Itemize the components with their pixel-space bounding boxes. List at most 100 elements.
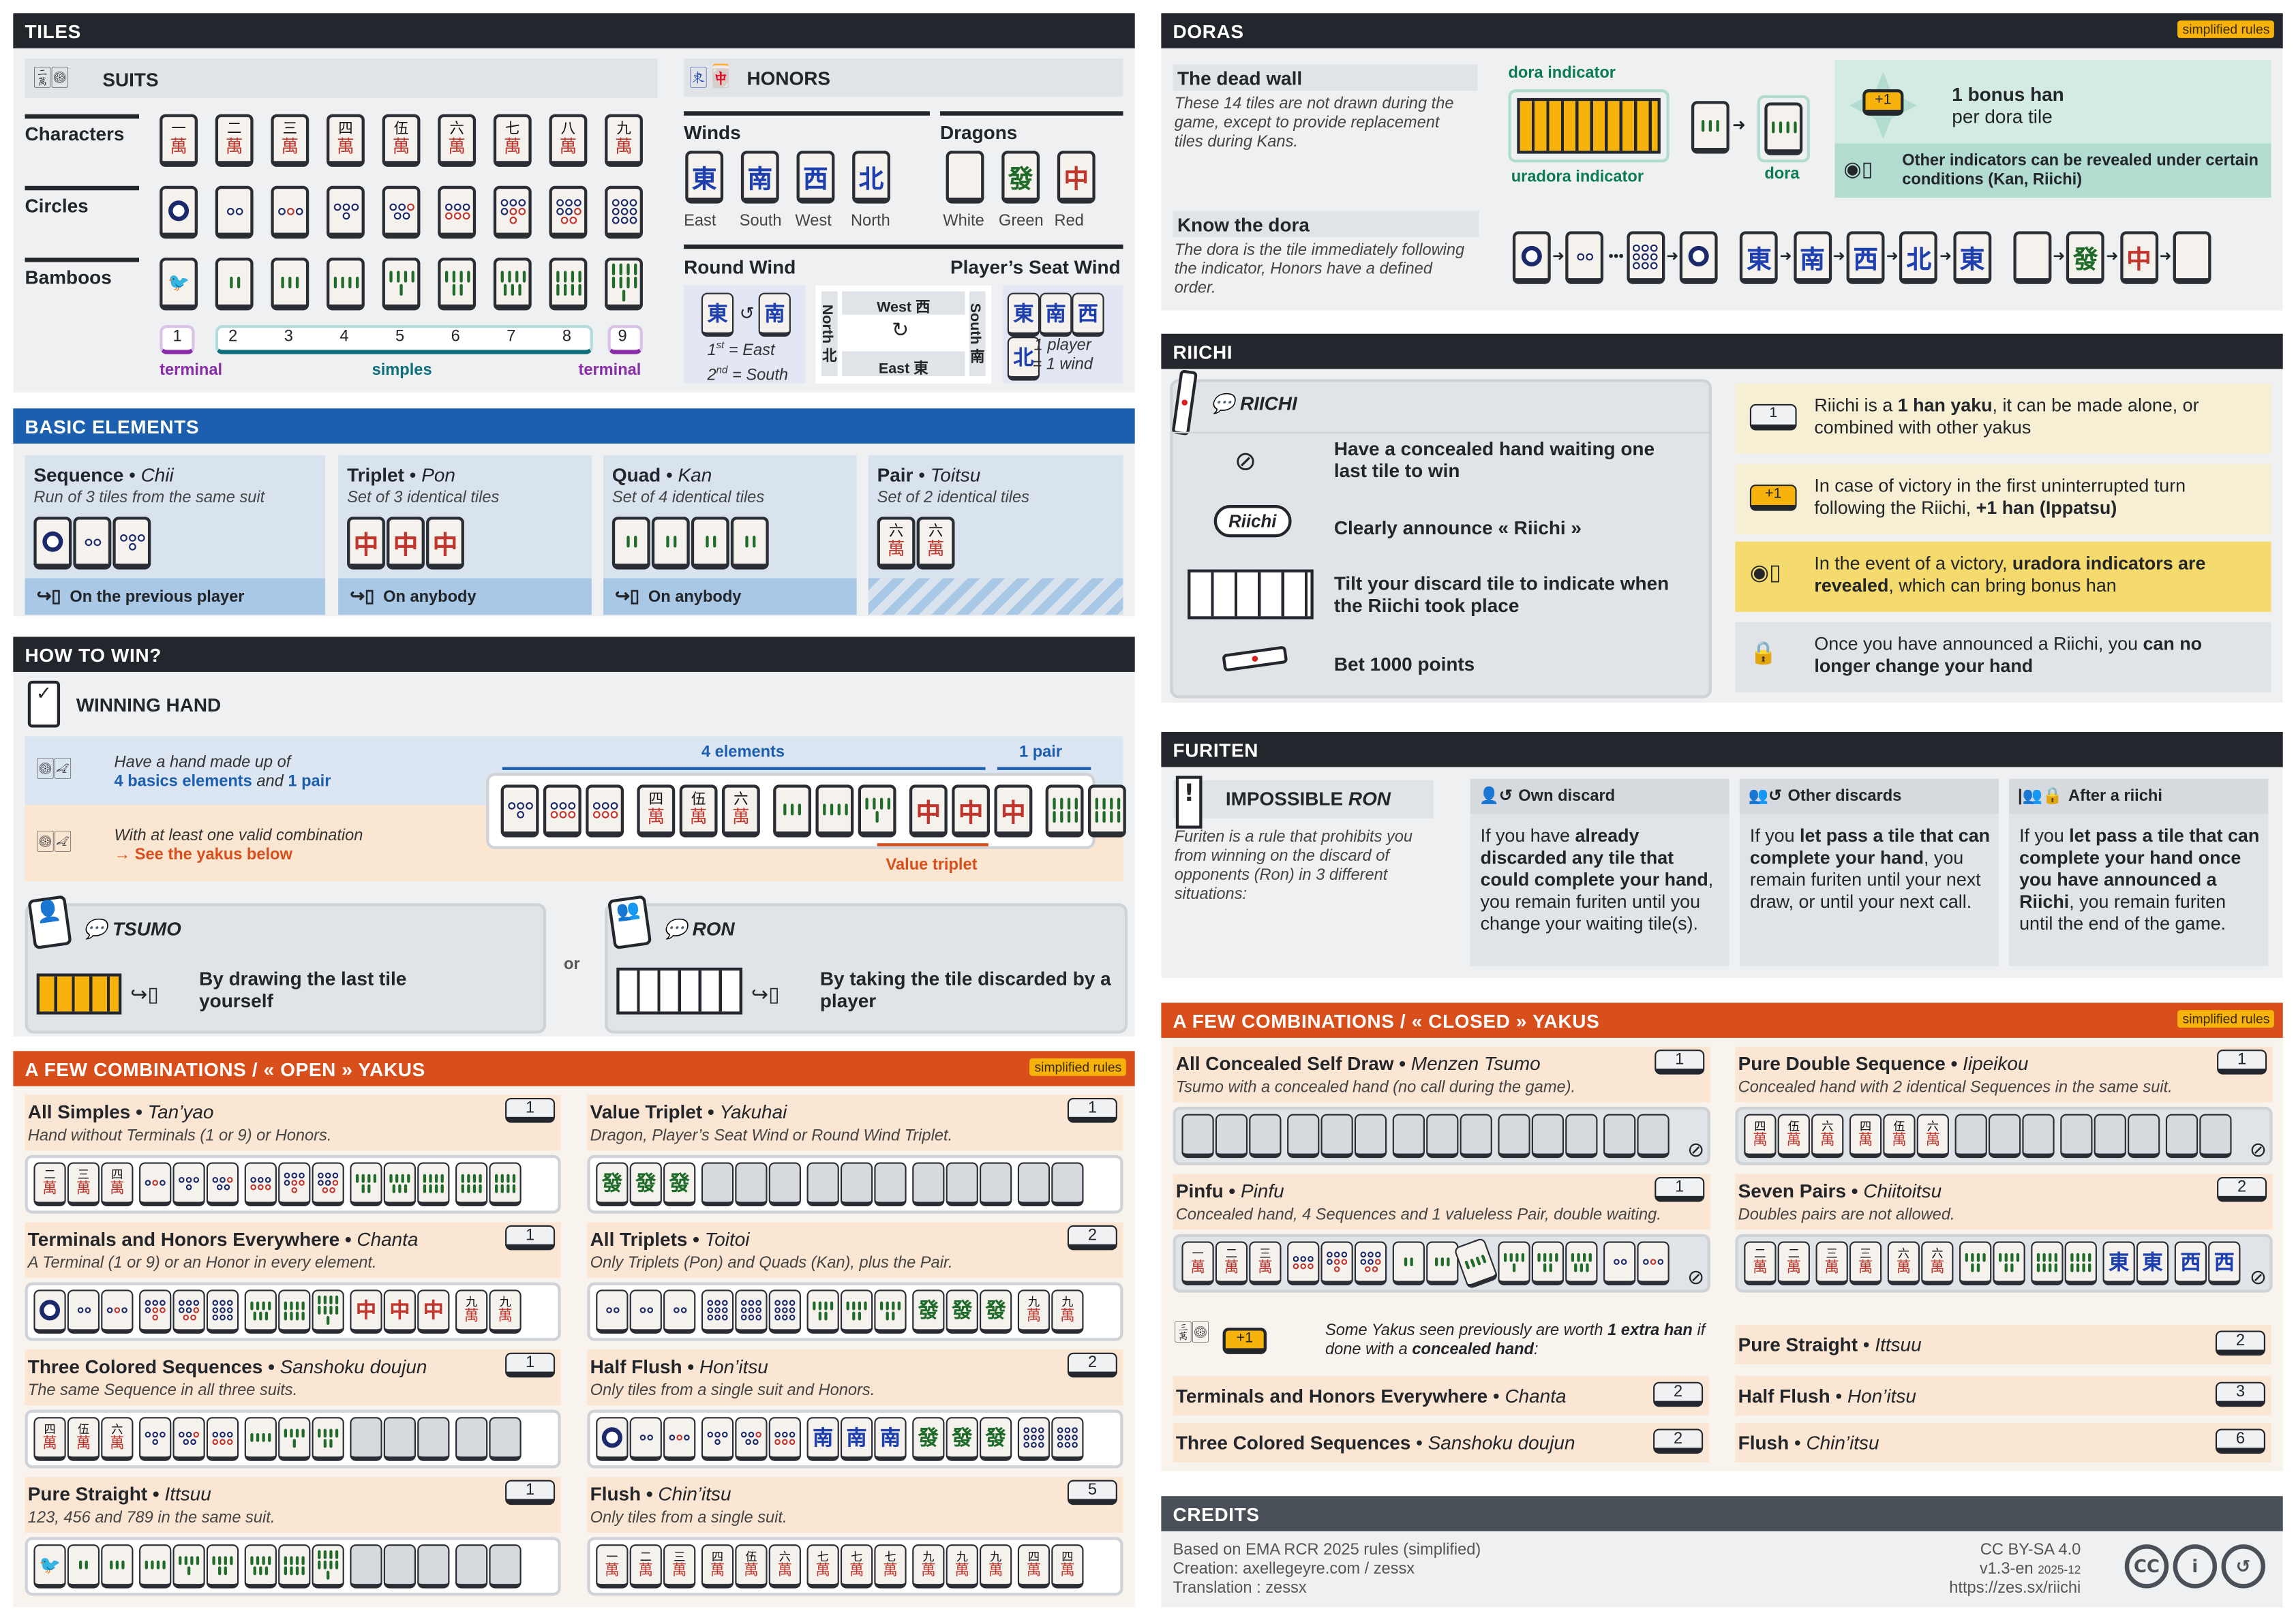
bar xyxy=(327,1570,330,1580)
tile-p2 xyxy=(73,517,112,570)
bar xyxy=(1074,797,1077,809)
dot xyxy=(1057,1441,1063,1448)
url-link[interactable]: https://zes.sx/riichi xyxy=(1949,1579,2081,1597)
dot xyxy=(185,1307,192,1313)
tile-R: 中 xyxy=(417,1289,450,1334)
yaku-card: All Simples • Tan’yao 1 Hand without Termi… xyxy=(25,1095,561,1218)
dot xyxy=(286,206,294,215)
tile-s8 xyxy=(278,1289,311,1334)
tile-group xyxy=(244,1544,346,1589)
tile-s2 xyxy=(215,258,254,311)
tile-p7 xyxy=(139,1289,172,1334)
yaku-desc: Hand without Terminals (1 or 9) or Honor… xyxy=(27,1127,332,1145)
tile-s2 xyxy=(1392,1241,1425,1285)
tile-s2 xyxy=(730,517,769,570)
bar xyxy=(301,1555,305,1565)
tile-s5 xyxy=(858,784,896,838)
bar xyxy=(329,1295,333,1304)
tile-group: 西西 xyxy=(2174,1241,2242,1285)
bar xyxy=(1503,1252,1507,1261)
yaku-desc: A Terminal (1 or 9) or an Honor in every… xyxy=(27,1254,377,1272)
tile-E: 東 xyxy=(701,292,734,337)
tile-honor: 發 xyxy=(985,1427,1006,1451)
tile-m2: 二萬 xyxy=(1215,1241,1248,1285)
tile-dots xyxy=(667,1435,692,1441)
han-badge: 1 xyxy=(505,1352,556,1378)
dot xyxy=(1333,1259,1340,1265)
dot xyxy=(1360,1259,1367,1265)
dot xyxy=(160,1430,166,1437)
tile-p3 xyxy=(271,185,309,239)
dot xyxy=(265,1176,271,1182)
rule-text: Once you have announced a Riichi, you ca… xyxy=(1814,634,2203,677)
see-yakus-link[interactable]: → See the yakus below xyxy=(114,846,292,864)
tile-group xyxy=(596,1289,697,1334)
dot xyxy=(1072,1441,1078,1448)
tiles-icon: 🀙🀐 xyxy=(36,827,72,854)
tile-wan: 萬 xyxy=(605,1562,620,1579)
tile-wan: 萬 xyxy=(1753,1132,1768,1149)
bar xyxy=(262,1433,265,1442)
dot xyxy=(215,1183,222,1190)
dot xyxy=(782,1300,788,1306)
tile-W: 西 xyxy=(2208,1241,2241,1285)
dot xyxy=(342,202,350,211)
tile-dots xyxy=(177,1430,202,1445)
bar xyxy=(459,283,462,295)
tile-wan: 萬 xyxy=(647,806,665,827)
call-arrow-icon: ↪▯ xyxy=(350,585,375,607)
tile-wan: 萬 xyxy=(503,135,522,156)
tile-p4 xyxy=(112,517,151,570)
bar xyxy=(507,1183,510,1193)
bar xyxy=(395,1173,399,1182)
bar xyxy=(1521,1252,1525,1261)
tile-numeral: 九 xyxy=(1061,1294,1074,1309)
bar xyxy=(507,270,511,282)
bar xyxy=(744,536,748,548)
bar xyxy=(1475,1256,1481,1266)
yaku-name: All Simples • Tan’yao xyxy=(27,1101,214,1123)
dot xyxy=(250,1183,256,1190)
arrow-icon: ➜ xyxy=(2053,249,2066,265)
bar xyxy=(224,1565,227,1575)
yaku-title-bar: All Triplets • Toitoi 2 Only Triplets (Pon… xyxy=(587,1222,1123,1279)
tile-numeral: 四 xyxy=(1859,1119,1872,1133)
tile-dots xyxy=(667,1307,692,1313)
riichi-rule: 1 Riichi is a 1 han yaku, it can be made … xyxy=(1735,383,2271,454)
dot xyxy=(556,198,563,206)
row-divider xyxy=(25,185,140,191)
dot xyxy=(462,202,470,211)
tile-group: 一萬二萬三萬 xyxy=(596,1544,697,1589)
dot xyxy=(393,211,401,219)
tile-group xyxy=(455,1544,523,1589)
dot xyxy=(179,1300,185,1306)
tile-bars xyxy=(459,1173,484,1193)
tile-m2: 二萬 xyxy=(1744,1241,1777,1285)
dot xyxy=(740,1307,747,1313)
bar xyxy=(318,1295,321,1304)
yaku-japanese-name: Sanshoku doujun xyxy=(280,1356,427,1378)
dot xyxy=(1333,1251,1340,1258)
dot xyxy=(1327,1251,1333,1258)
dot xyxy=(740,1430,747,1437)
tile-numeral: 二 xyxy=(1787,1246,1800,1260)
dot xyxy=(1368,1259,1374,1265)
tile-honor: 南 xyxy=(813,1427,834,1451)
dot xyxy=(1031,1427,1037,1433)
tile-G: 發 xyxy=(946,1417,978,1461)
bar xyxy=(121,1560,125,1570)
dot xyxy=(462,211,470,219)
concealed-icon: ⊘ xyxy=(1687,1264,1705,1289)
dot xyxy=(721,1307,728,1313)
bar xyxy=(256,1433,260,1442)
tile-dots xyxy=(498,198,527,224)
dot xyxy=(145,1430,151,1437)
tile-s6 xyxy=(1531,1241,1565,1285)
tile-p1 xyxy=(33,1289,66,1334)
tile-group: 發發發 xyxy=(912,1417,1013,1461)
bar xyxy=(1588,1252,1592,1261)
bar xyxy=(429,1183,432,1193)
bar xyxy=(301,1300,305,1310)
tile-W: 西 xyxy=(1072,292,1104,337)
player-icon: 👤 xyxy=(27,895,72,950)
